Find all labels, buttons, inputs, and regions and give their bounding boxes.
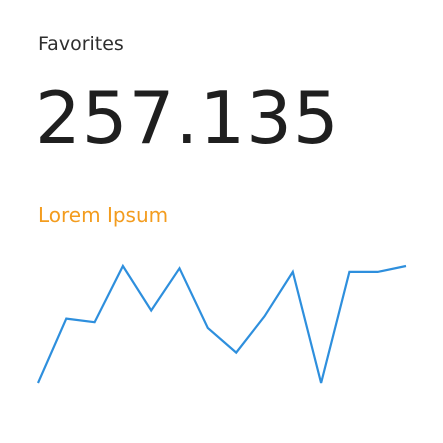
widget-title: Favorites <box>38 33 124 55</box>
stat-value: 257.135 <box>35 76 340 160</box>
stat-subtitle: Lorem Ipsum <box>38 203 169 227</box>
sparkline-series <box>36 263 407 384</box>
